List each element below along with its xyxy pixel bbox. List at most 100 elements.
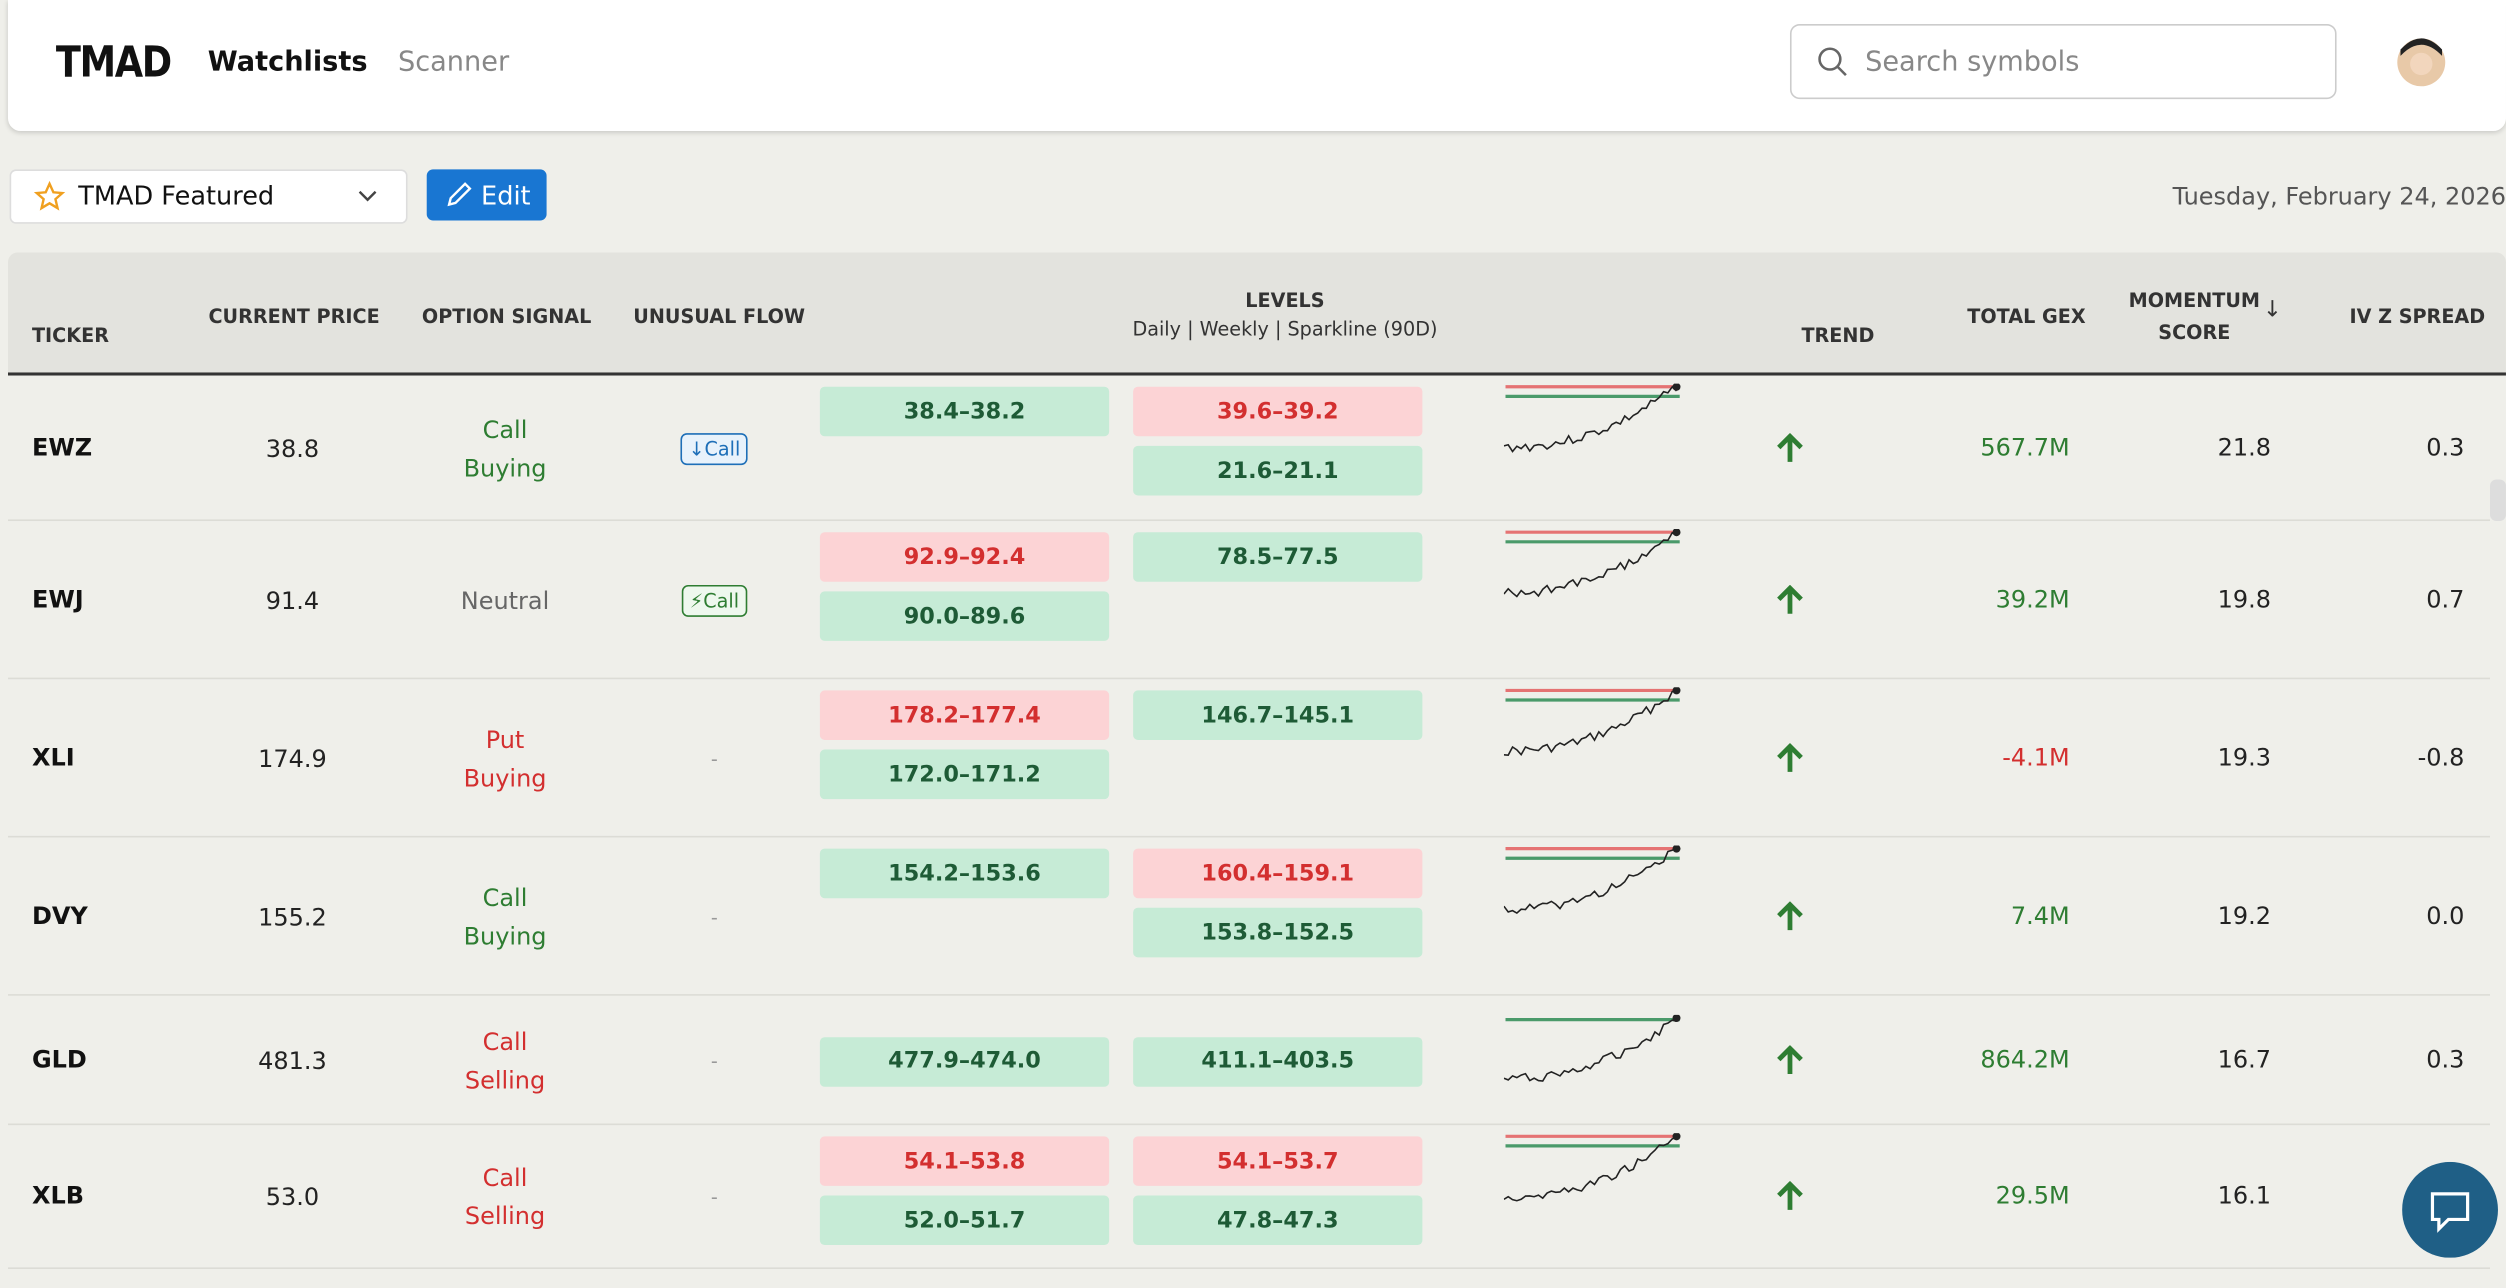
signal: Call Buying bbox=[463, 414, 547, 482]
chat-button[interactable] bbox=[2402, 1161, 2498, 1258]
avatar[interactable] bbox=[2396, 37, 2447, 88]
signal: Call Selling bbox=[464, 1026, 546, 1094]
level-range: 92.9–92.4 bbox=[819, 532, 1110, 582]
level-range: 21.6–21.1 bbox=[1133, 445, 1423, 496]
momentum: 16.7 bbox=[2217, 1044, 2272, 1074]
row[interactable] bbox=[7, 1125, 2490, 1269]
column-header: TOTAL GEX bbox=[1967, 305, 2086, 328]
flow-badge: - bbox=[710, 905, 718, 928]
level-range: 172.0–171.2 bbox=[819, 749, 1110, 800]
column-header: LEVELS bbox=[1245, 289, 1325, 312]
sparkline bbox=[1503, 687, 1681, 757]
level-range: 153.8–152.5 bbox=[1133, 907, 1423, 958]
level-range: 38.4–38.2 bbox=[819, 386, 1110, 437]
row[interactable] bbox=[7, 679, 2490, 838]
total-gex: 864.2M bbox=[1980, 1044, 2070, 1074]
row[interactable] bbox=[7, 996, 2490, 1126]
search-placeholder: Search symbols bbox=[1865, 46, 2080, 79]
ticker: XLI bbox=[31, 742, 75, 772]
ticker: EWZ bbox=[31, 432, 93, 462]
nav-link[interactable]: Scanner bbox=[397, 46, 510, 79]
momentum: 19.2 bbox=[2217, 900, 2272, 930]
column-header: TICKER bbox=[31, 324, 110, 347]
nav-link[interactable]: Watchlists bbox=[207, 46, 368, 79]
chevron bbox=[358, 190, 377, 202]
sparkline bbox=[1503, 1014, 1681, 1082]
search-box[interactable]: Search symbols bbox=[1789, 23, 2337, 100]
column-header: CURRENT PRICE bbox=[208, 305, 380, 328]
row[interactable] bbox=[7, 376, 2490, 522]
level-range: 78.5–77.5 bbox=[1133, 532, 1423, 582]
signal: Neutral bbox=[460, 585, 550, 615]
ticker: GLD bbox=[31, 1044, 87, 1074]
column-header-sub: Daily | Weekly | Sparkline (90D) bbox=[1132, 318, 1438, 341]
column-header: TREND bbox=[1801, 324, 1875, 347]
level-range: 146.7–145.1 bbox=[1133, 690, 1423, 740]
total-gex: 29.5M bbox=[1995, 1181, 2070, 1210]
momentum: 19.3 bbox=[2217, 742, 2272, 772]
pencil-icon bbox=[447, 182, 472, 207]
column-header: MOMENTUM SCORE bbox=[2128, 289, 2261, 344]
row[interactable] bbox=[7, 521, 2490, 680]
level-range: 477.9–474.0 bbox=[819, 1036, 1110, 1086]
table-header bbox=[7, 252, 2506, 376]
flow-badge: - bbox=[710, 1185, 718, 1209]
flow-badge: ↓Call bbox=[680, 432, 749, 465]
watchlist-select[interactable]: TMAD Featured bbox=[9, 169, 408, 224]
trend-arrow bbox=[1777, 900, 1803, 930]
sparkline bbox=[1503, 1133, 1681, 1202]
level-range: 178.2–177.4 bbox=[819, 690, 1110, 740]
iv-spread: -0.8 bbox=[2417, 742, 2465, 772]
search-icon bbox=[1818, 47, 1847, 77]
scrollbar[interactable] bbox=[2489, 479, 2506, 522]
price: 481.3 bbox=[258, 1046, 327, 1075]
price: 38.8 bbox=[265, 433, 320, 463]
total-gex: 567.7M bbox=[1980, 432, 2070, 462]
level-range: 54.1–53.7 bbox=[1133, 1136, 1423, 1186]
signal: Call Buying bbox=[463, 883, 547, 951]
ticker: XLB bbox=[31, 1181, 85, 1210]
price: 91.4 bbox=[265, 585, 320, 615]
edit-label: Edit bbox=[481, 180, 531, 211]
level-range: 39.6–39.2 bbox=[1133, 386, 1423, 437]
momentum: 21.8 bbox=[2217, 432, 2272, 462]
price: 53.0 bbox=[265, 1182, 320, 1212]
sparkline bbox=[1503, 845, 1681, 915]
level-range: 411.1–403.5 bbox=[1133, 1036, 1423, 1086]
level-range: 47.8–47.3 bbox=[1133, 1195, 1423, 1245]
trend-arrow bbox=[1777, 432, 1803, 462]
column-header: IV Z SPREAD bbox=[2349, 305, 2486, 328]
ticker: DVY bbox=[31, 900, 88, 930]
flow-badge: ⚡Call bbox=[681, 584, 748, 617]
logo[interactable]: TMAD bbox=[55, 38, 172, 88]
column-header: UNUSUAL FLOW bbox=[633, 305, 806, 328]
column-header: OPTION SIGNAL bbox=[421, 305, 592, 328]
sparkline bbox=[1503, 529, 1681, 598]
trend-arrow bbox=[1777, 584, 1803, 613]
edit-button[interactable]: Edit bbox=[426, 169, 547, 221]
iv-spread: 0.0 bbox=[2426, 900, 2465, 930]
star-icon bbox=[33, 180, 66, 211]
total-gex: 39.2M bbox=[1995, 584, 2070, 613]
total-gex: 7.4M bbox=[2010, 900, 2070, 930]
row[interactable] bbox=[7, 837, 2490, 996]
ticker: EWJ bbox=[31, 584, 84, 613]
trend-arrow bbox=[1777, 742, 1803, 772]
trend-arrow bbox=[1777, 1181, 1803, 1210]
iv-spread: 0.7 bbox=[2426, 584, 2465, 613]
flow-badge: - bbox=[710, 747, 718, 770]
signal: Call Selling bbox=[464, 1163, 546, 1231]
momentum: 16.1 bbox=[2217, 1181, 2272, 1210]
iv-spread: 0.3 bbox=[2426, 432, 2465, 462]
level-range: 160.4–159.1 bbox=[1133, 848, 1423, 899]
sparkline bbox=[1503, 383, 1681, 453]
iv-spread: 0.3 bbox=[2426, 1044, 2465, 1074]
sort-icon: ↓ bbox=[2263, 297, 2282, 323]
level-range: 54.1–53.8 bbox=[819, 1136, 1110, 1186]
momentum: 19.8 bbox=[2217, 584, 2272, 613]
level-range: 52.0–51.7 bbox=[819, 1195, 1110, 1245]
price: 174.9 bbox=[258, 743, 327, 773]
level-range: 90.0–89.6 bbox=[819, 591, 1110, 641]
